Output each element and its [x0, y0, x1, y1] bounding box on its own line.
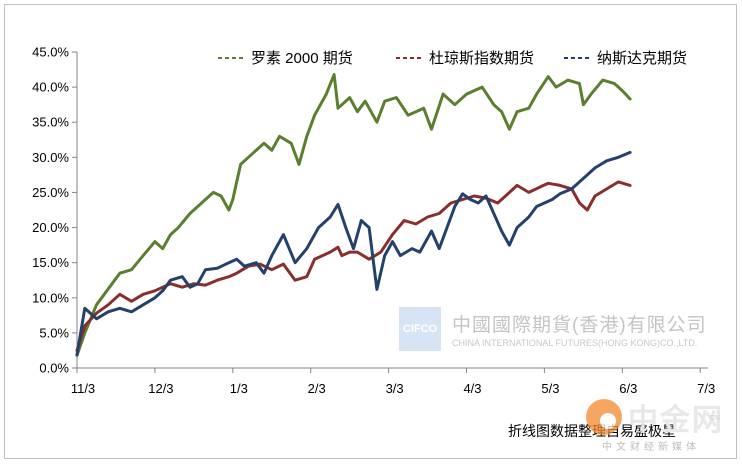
y-tick-label: 45.0%: [32, 45, 69, 60]
chart-legend: 罗素 2000 期货 杜琼斯指数期货 纳斯达克期货: [218, 50, 687, 67]
x-tick-label: 5/3: [541, 381, 559, 396]
logo-circle-icon: [586, 399, 622, 435]
series-line-1: [75, 73, 632, 357]
legend-label-3: 纳斯达克期货: [597, 50, 687, 67]
x-tick-label: 7/3: [697, 381, 715, 396]
chart-series: [75, 73, 632, 357]
x-tick-label: 1/3: [230, 381, 248, 396]
site-logo: 中金网 CN 中文财经新媒体: [582, 395, 732, 455]
y-tick-label: 20.0%: [32, 220, 69, 235]
y-tick-label: 10.0%: [32, 290, 69, 305]
watermark-logo-box: CIFCO: [399, 307, 441, 351]
x-tick-label: 4/3: [463, 381, 481, 396]
legend-label-2: 杜琼斯指数期货: [429, 50, 534, 67]
logo-main-text: 中金网: [628, 404, 724, 437]
watermark-company-en: CHINA INTERNATIONAL FUTURES(HONG KONG)CO…: [452, 338, 698, 348]
logo-sub-text: 中文财经新媒体: [602, 442, 700, 453]
y-tick-label: 0.0%: [39, 361, 69, 376]
x-tick-label: 11/3: [71, 381, 95, 396]
y-tick-label: 35.0%: [32, 115, 69, 130]
watermark-company-cn: 中國國際期貨(香港)有限公司: [452, 315, 707, 336]
y-tick-label: 15.0%: [32, 255, 69, 270]
y-tick-label: 30.0%: [32, 150, 69, 165]
logo-url-text: CN: [710, 415, 721, 422]
y-tick-label: 40.0%: [32, 80, 69, 95]
chart-axes: 0.0% 5.0% 10.0% 15.0% 20.0% 25.0% 30.0% 35.0% 40…: [32, 45, 715, 397]
legend-label-1: 罗素 2000 期货: [251, 50, 353, 67]
x-tick-label: 6/3: [619, 381, 637, 396]
series-line-3: [75, 150, 632, 357]
x-tick-label: 3/3: [386, 381, 404, 396]
y-tick-label: 25.0%: [32, 185, 69, 200]
y-tick-label: 5.0%: [39, 325, 69, 340]
x-tick-label: 2/3: [308, 381, 326, 396]
x-tick-label: 12/3: [148, 381, 173, 396]
